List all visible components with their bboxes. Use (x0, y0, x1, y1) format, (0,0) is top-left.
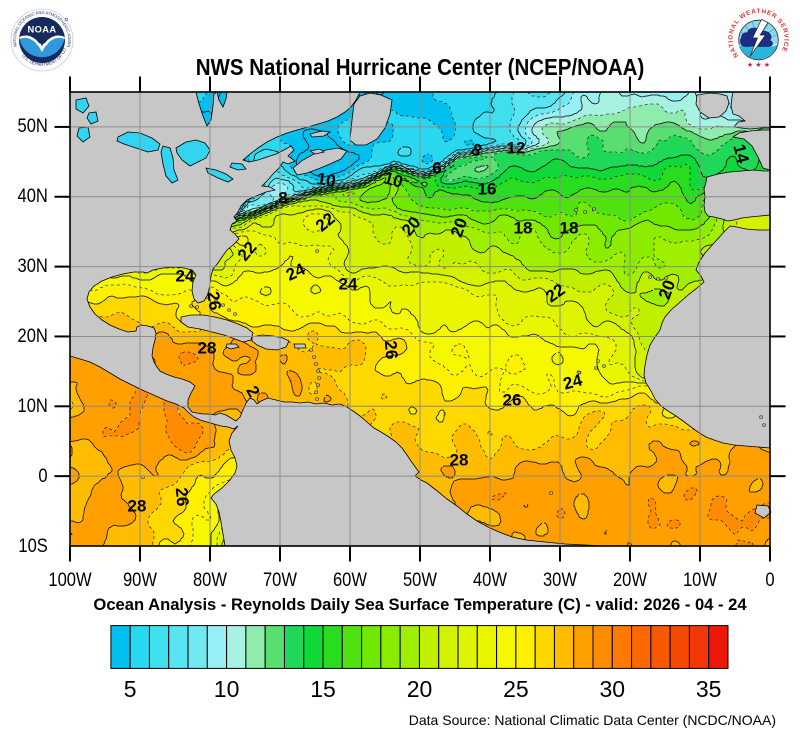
svg-text:10: 10 (382, 168, 405, 191)
svg-text:14: 14 (729, 142, 752, 166)
svg-text:★ ★ ★: ★ ★ ★ (747, 60, 770, 69)
svg-text:15: 15 (310, 676, 336, 702)
svg-text:28: 28 (450, 450, 469, 469)
svg-text:28: 28 (198, 338, 217, 357)
svg-text:16: 16 (478, 179, 497, 198)
svg-text:35: 35 (696, 676, 722, 702)
svg-text:24: 24 (339, 274, 358, 293)
svg-text:26: 26 (172, 487, 193, 508)
svg-text:26: 26 (203, 290, 224, 311)
svg-text:28: 28 (128, 496, 147, 515)
svg-text:12: 12 (507, 138, 526, 157)
svg-text:30: 30 (600, 676, 626, 702)
svg-text:26: 26 (381, 340, 402, 361)
svg-text:NOAA: NOAA (28, 25, 57, 35)
svg-text:18: 18 (514, 218, 533, 237)
svg-text:26: 26 (503, 390, 522, 409)
svg-text:20: 20 (407, 676, 433, 702)
svg-text:25: 25 (503, 676, 529, 702)
svg-text:10: 10 (315, 169, 337, 191)
svg-text:5: 5 (124, 676, 137, 702)
svg-text:10: 10 (214, 676, 240, 702)
svg-text:6: 6 (432, 158, 441, 177)
svg-text:8: 8 (278, 188, 287, 207)
svg-text:24: 24 (561, 370, 585, 393)
svg-text:18: 18 (560, 218, 579, 237)
svg-text:24: 24 (176, 266, 195, 285)
